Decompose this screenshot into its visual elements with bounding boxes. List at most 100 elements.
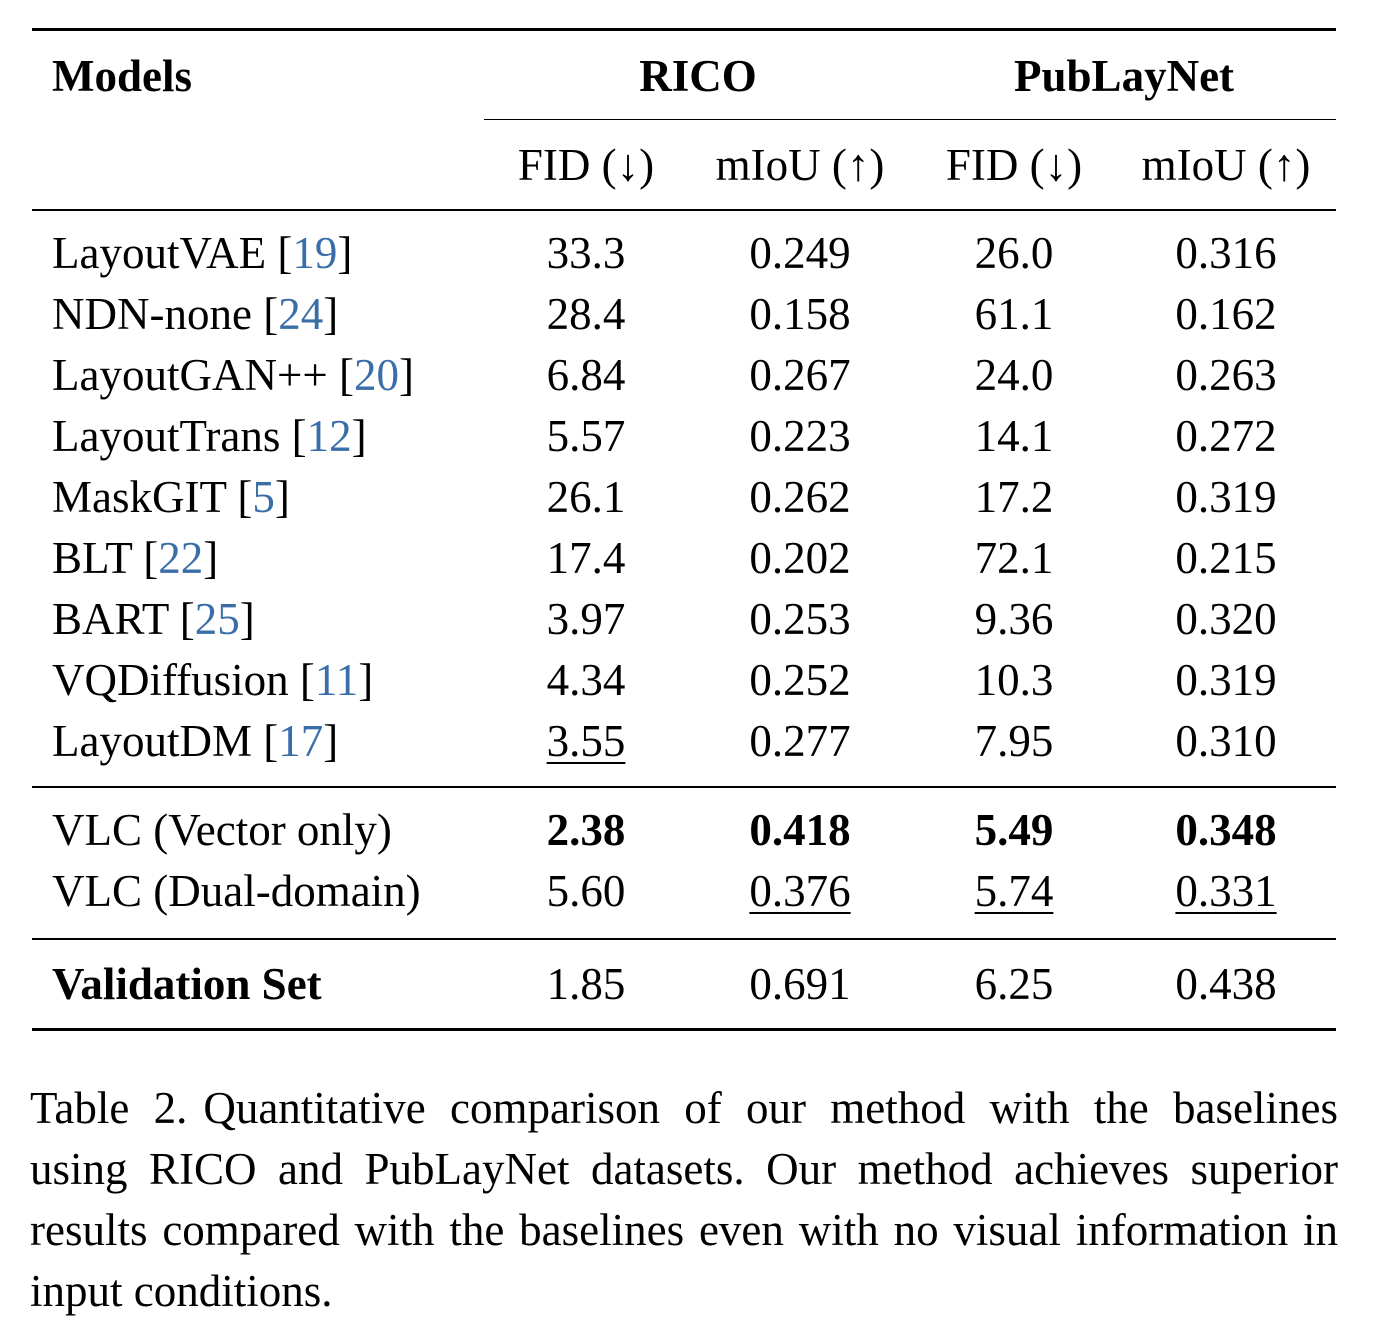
table-row: VQDiffusion [11] 4.34 0.252 10.3 0.319	[32, 650, 1336, 711]
caption-label: Table 2.	[30, 1083, 188, 1133]
model-name: VLC (Vector only)	[32, 786, 484, 861]
citation-link[interactable]: 19	[292, 228, 338, 278]
value-cell-second-best: 5.74	[974, 866, 1054, 916]
value-cell: 0.223	[749, 411, 851, 461]
value-cell: 0.202	[749, 533, 851, 583]
value-cell: 0.158	[749, 289, 851, 339]
model-name: BLT [22]	[52, 533, 219, 583]
table-row: NDN-none [24] 28.4 0.158 61.1 0.162	[32, 284, 1336, 345]
validation-section: Validation Set 1.85 0.691 6.25 0.438	[32, 938, 1337, 1031]
table-row: Validation Set 1.85 0.691 6.25 0.438	[32, 938, 1337, 1031]
value-cell: 5.60	[546, 866, 626, 916]
value-cell: 1.85	[484, 938, 688, 1031]
metric-header-rico-fid: FID (↓)	[517, 139, 655, 190]
table-row: LayoutTrans [12] 5.57 0.223 14.1 0.272	[32, 406, 1336, 467]
value-cell: 28.4	[546, 289, 626, 339]
table-row: BART [25] 3.97 0.253 9.36 0.320	[32, 589, 1336, 650]
model-name: BART [25]	[52, 594, 255, 644]
citation-link[interactable]: 25	[194, 594, 240, 644]
models-header: Models	[32, 28, 484, 121]
value-cell: 0.249	[688, 209, 913, 284]
value-cell: 0.262	[749, 472, 851, 522]
citation-link[interactable]: 22	[158, 533, 204, 583]
value-cell: 0.272	[1175, 411, 1277, 461]
value-cell: 72.1	[974, 533, 1054, 583]
value-cell: 0.252	[749, 655, 851, 705]
metric-header-publaynet-fid: FID (↓)	[945, 139, 1083, 190]
metric-header-publaynet-miou: mIoU (↑)	[1141, 139, 1311, 190]
model-name: LayoutTrans [12]	[52, 411, 367, 461]
results-table-container: Models RICO PubLayNet FID (↓) mIoU (↑) F…	[32, 28, 1337, 1031]
table-row: MaskGIT [5] 26.1 0.262 17.2 0.319	[32, 467, 1336, 528]
value-cell: 0.319	[1175, 655, 1277, 705]
model-name: LayoutDM [17]	[52, 716, 339, 766]
group-header-publaynet: PubLayNet	[912, 28, 1337, 121]
model-name: Validation Set	[32, 938, 484, 1031]
our-methods-section: VLC (Vector only) 2.38 0.418 5.49 0.348 …	[32, 786, 1337, 939]
value-cell: 17.4	[546, 533, 626, 583]
citation-link[interactable]: 12	[306, 411, 352, 461]
value-cell: 0.253	[749, 594, 851, 644]
caption-text: Quantitative comparison of our method wi…	[30, 1083, 1338, 1316]
models-header-blank	[32, 121, 484, 210]
value-cell: 24.0	[974, 350, 1054, 400]
table-row: VLC (Dual-domain) 5.60 0.376 5.74 0.331	[32, 861, 1336, 939]
value-cell: 0.316	[1116, 209, 1337, 284]
value-cell-best: 2.38	[484, 786, 688, 861]
value-cell-best: 5.49	[912, 786, 1117, 861]
value-cell: 61.1	[974, 289, 1054, 339]
header-row-metrics: FID (↓) mIoU (↑) FID (↓) mIoU (↑)	[32, 121, 1336, 210]
value-cell: 5.57	[546, 411, 626, 461]
table-row: BLT [22] 17.4 0.202 72.1 0.215	[32, 528, 1336, 589]
value-cell: 0.691	[688, 938, 913, 1031]
table-row: VLC (Vector only) 2.38 0.418 5.49 0.348	[32, 786, 1337, 861]
value-cell: 3.97	[546, 594, 626, 644]
value-cell-best: 0.418	[688, 786, 913, 861]
group-header-rule	[484, 119, 1336, 120]
value-cell: 26.0	[912, 209, 1117, 284]
baselines-section: LayoutVAE [19] 33.3 0.249 26.0 0.316 NDN…	[32, 209, 1337, 787]
table-row: LayoutDM [17] 3.55 0.277 7.95 0.310	[32, 711, 1336, 787]
value-cell: 0.310	[1175, 716, 1277, 766]
group-header-rico: RICO	[484, 28, 913, 121]
table-caption: Table 2. Quantitative comparison of our m…	[30, 1078, 1338, 1322]
model-name: LayoutGAN++ [20]	[52, 350, 414, 400]
value-cell: 14.1	[974, 411, 1054, 461]
value-cell: 6.25	[912, 938, 1117, 1031]
value-cell: 0.320	[1175, 594, 1277, 644]
value-cell-second-best: 0.331	[1175, 866, 1277, 916]
citation-link[interactable]: 24	[278, 289, 324, 339]
value-cell: 0.438	[1116, 938, 1337, 1031]
value-cell: 0.215	[1175, 533, 1277, 583]
value-cell: 7.95	[974, 716, 1054, 766]
value-cell-best: 0.348	[1116, 786, 1337, 861]
model-name: NDN-none [24]	[52, 289, 339, 339]
value-cell: 0.277	[749, 716, 851, 766]
value-cell-second-best: 0.376	[749, 866, 851, 916]
value-cell: 0.263	[1175, 350, 1277, 400]
citation-link[interactable]: 11	[314, 655, 359, 705]
citation-link[interactable]: 20	[353, 350, 399, 400]
value-cell: 6.84	[546, 350, 626, 400]
value-cell: 33.3	[484, 209, 688, 284]
value-cell-second-best: 3.55	[546, 716, 626, 766]
model-name: VLC (Dual-domain)	[52, 866, 421, 916]
results-table: Models RICO PubLayNet FID (↓) mIoU (↑) F…	[32, 28, 1337, 1031]
value-cell: 0.319	[1175, 472, 1277, 522]
metric-header-rico-miou: mIoU (↑)	[715, 139, 885, 190]
citation-link[interactable]: 17	[278, 716, 324, 766]
value-cell: 10.3	[974, 655, 1054, 705]
table-row: LayoutGAN++ [20] 6.84 0.267 24.0 0.263	[32, 345, 1336, 406]
value-cell: 26.1	[546, 472, 626, 522]
model-name: LayoutVAE [19]	[32, 209, 484, 284]
header-row-groups: Models RICO PubLayNet	[32, 28, 1337, 121]
model-name: MaskGIT [5]	[52, 472, 290, 522]
citation-link[interactable]: 5	[252, 472, 275, 522]
value-cell: 9.36	[974, 594, 1054, 644]
model-name: VQDiffusion [11]	[52, 655, 374, 705]
table-row: LayoutVAE [19] 33.3 0.249 26.0 0.316	[32, 209, 1337, 284]
value-cell: 0.162	[1175, 289, 1277, 339]
value-cell: 0.267	[749, 350, 851, 400]
value-cell: 17.2	[974, 472, 1054, 522]
value-cell: 4.34	[546, 655, 626, 705]
